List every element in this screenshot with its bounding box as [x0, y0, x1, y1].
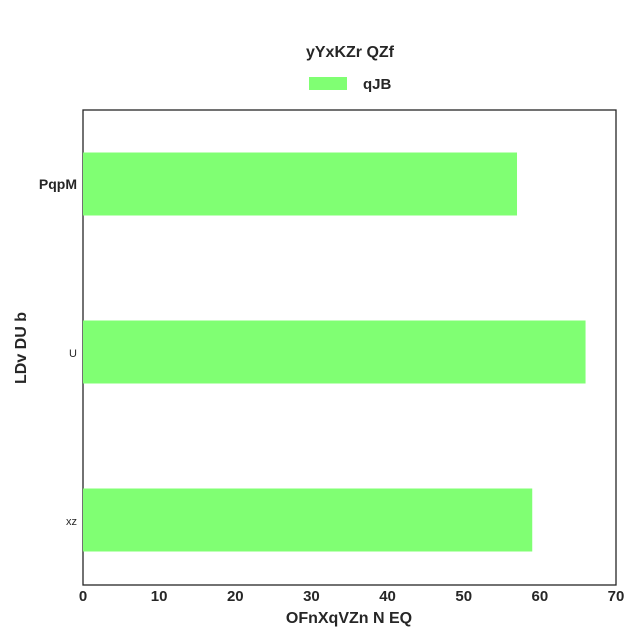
bars: [83, 152, 586, 552]
x-tick-label: 20: [227, 588, 244, 605]
x-axis-ticks: 0 10 20 30 40 50 60 70: [79, 588, 625, 605]
legend-swatch: [309, 77, 347, 90]
bar-U: [83, 320, 586, 384]
x-tick-label: 50: [455, 588, 472, 605]
x-tick-label: 70: [608, 588, 625, 605]
legend-label: qJB: [363, 76, 392, 93]
chart-title: yYxKZr QZf: [306, 44, 395, 61]
x-tick-label: 0: [79, 588, 87, 605]
legend: qJB: [309, 76, 392, 93]
x-tick-label: 60: [532, 588, 549, 605]
x-tick-label: 30: [303, 588, 320, 605]
x-tick-label: 10: [151, 588, 168, 605]
y-tick-label: PqpM: [39, 176, 77, 192]
bar-xz: [83, 488, 533, 552]
y-tick-label: xz: [66, 516, 77, 528]
y-tick-label: U: [69, 348, 77, 360]
x-tick-label: 40: [379, 588, 396, 605]
bar-PqpM: [83, 152, 518, 216]
y-axis-ticks: PqpM Uxz: [39, 176, 77, 528]
x-axis-label: OFnXqVZn N EQ: [286, 610, 412, 627]
y-axis-label: LDv DU b: [13, 312, 30, 384]
